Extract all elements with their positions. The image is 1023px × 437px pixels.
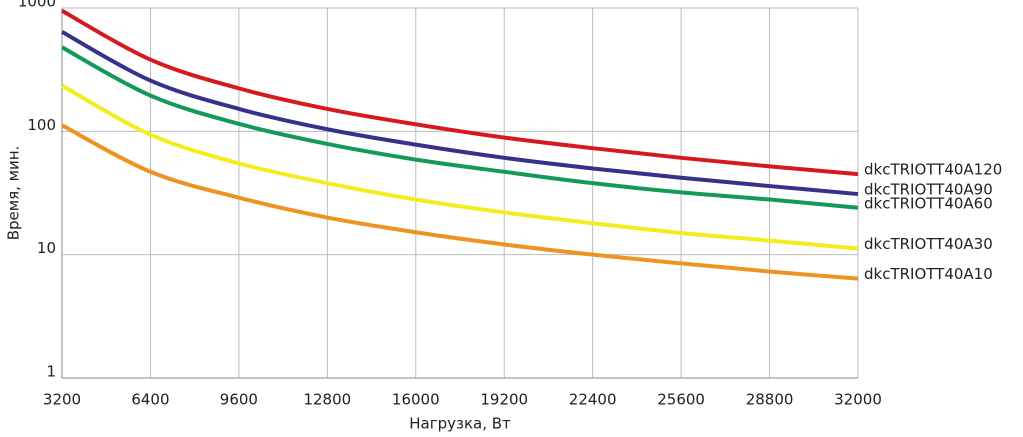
legend-label: dkcTRIOTT40A60 (864, 194, 993, 212)
series-line (61, 8, 859, 177)
series-line (61, 45, 859, 210)
x-tick-label: 3200 (43, 391, 81, 409)
x-tick-label: 16000 (392, 391, 440, 409)
y-axis-label: Время, мин. (5, 146, 23, 241)
series-line (61, 83, 859, 251)
x-tick-label: 25600 (657, 391, 705, 409)
y-tick-label: 1000 (18, 0, 56, 11)
x-axis-label: Нагрузка, Вт (409, 415, 511, 433)
legend-label: dkcTRIOTT40A30 (864, 235, 993, 253)
x-tick-label: 28800 (746, 391, 794, 409)
legend-label: dkcTRIOTT40A10 (864, 265, 993, 283)
x-tick-label: 9600 (220, 391, 258, 409)
series-line (61, 30, 859, 197)
legend-label: dkcTRIOTT40A90 (864, 181, 993, 199)
series-line (61, 123, 859, 281)
legend-label: dkcTRIOTT40A120 (864, 161, 1002, 179)
x-tick-label: 12800 (303, 391, 351, 409)
x-tick-label: 6400 (131, 391, 169, 409)
y-tick-label: 1 (46, 363, 56, 381)
y-tick-label: 10 (37, 239, 56, 257)
y-tick-label: 100 (27, 116, 56, 134)
x-tick-label: 32000 (834, 391, 882, 409)
x-tick-label: 19200 (480, 391, 528, 409)
x-tick-label: 22400 (569, 391, 617, 409)
